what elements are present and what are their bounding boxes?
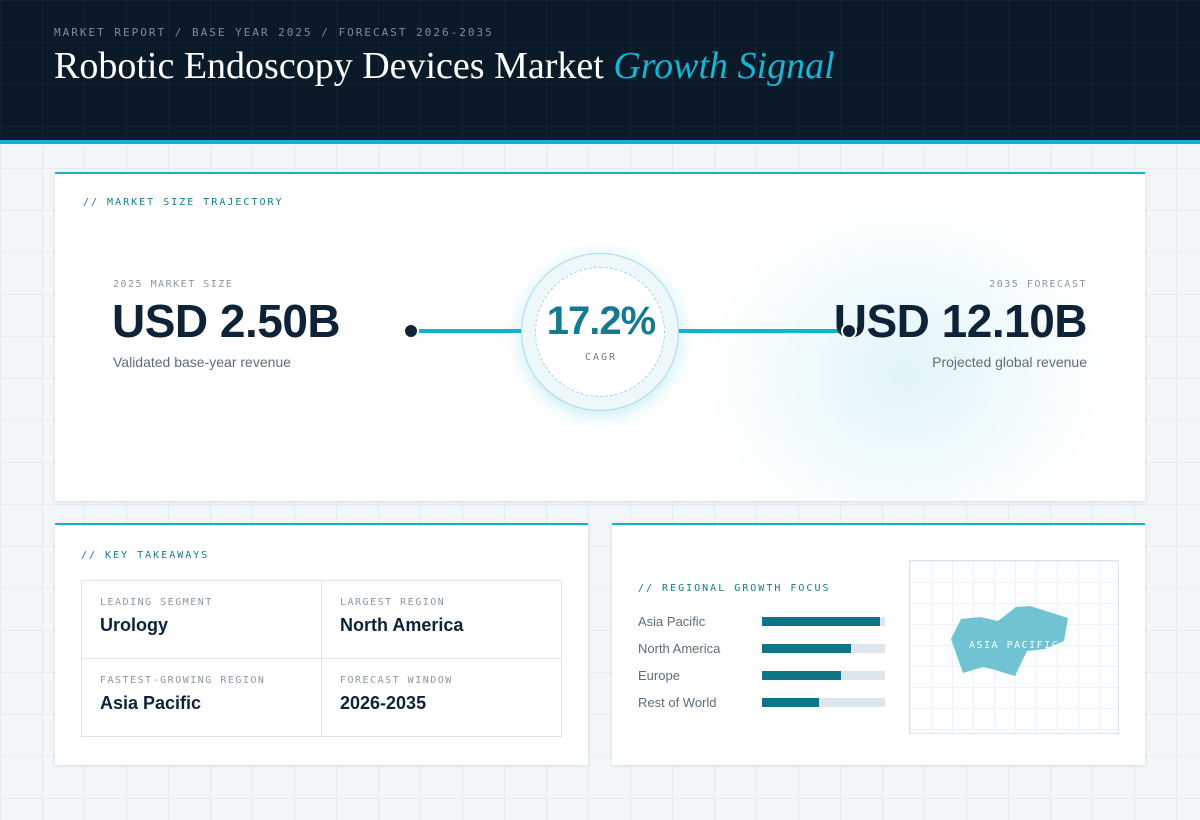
takeaway-label: LARGEST REGION bbox=[340, 597, 446, 608]
market-size-trajectory-card: // MARKET SIZE TRAJECTORY 2025 MARKET SI… bbox=[55, 172, 1145, 501]
trajectory-start-dot bbox=[403, 323, 419, 339]
takeaway-value: Urology bbox=[100, 615, 169, 635]
takeaway-label: LEADING SEGMENT bbox=[100, 597, 213, 608]
page-header: MARKET REPORT / BASE YEAR 2025 / FORECAS… bbox=[0, 0, 1200, 144]
trajectory-card-label: // MARKET SIZE TRAJECTORY bbox=[83, 197, 284, 208]
takeaway-value: Asia Pacific bbox=[100, 693, 202, 713]
region-name: Asia Pacific bbox=[638, 614, 706, 629]
region-bar-row: North America bbox=[638, 639, 888, 666]
region-bar-row: Rest of World bbox=[638, 693, 888, 720]
cagr-badge: 17.2% CAGR bbox=[521, 253, 679, 411]
key-takeaways-card: // KEY TAKEAWAYS LEADING SEGMENT Urology… bbox=[55, 523, 588, 765]
takeaway-fastest-growing-region: FASTEST-GROWING REGION Asia Pacific bbox=[82, 659, 322, 736]
cagr-value: 17.2% bbox=[546, 299, 656, 343]
takeaway-leading-segment: LEADING SEGMENT Urology bbox=[82, 581, 322, 659]
report-eyebrow: MARKET REPORT / BASE YEAR 2025 / FORECAS… bbox=[54, 26, 494, 39]
regional-bar-list: Asia Pacific North America Europe Rest o… bbox=[638, 612, 888, 720]
base-year-eyebrow: 2025 MARKET SIZE bbox=[113, 279, 234, 290]
region-bar-track bbox=[762, 617, 885, 626]
region-name: Europe bbox=[638, 668, 680, 683]
region-map: ASIA PACIFIC bbox=[909, 560, 1119, 734]
map-region-label: ASIA PACIFIC bbox=[969, 640, 1060, 651]
page-title-accent: Growth Signal bbox=[613, 45, 835, 87]
takeaway-value: North America bbox=[340, 615, 464, 635]
asia-pacific-shape bbox=[951, 606, 1068, 676]
region-name: North America bbox=[638, 641, 721, 656]
takeaway-value: 2026-2035 bbox=[340, 693, 427, 713]
region-bar-fill bbox=[762, 617, 881, 626]
base-year-caption: Validated base-year revenue bbox=[113, 354, 291, 370]
region-bar-fill bbox=[762, 671, 841, 680]
region-bar-row: Europe bbox=[638, 666, 888, 693]
region-bar-fill bbox=[762, 698, 819, 707]
region-bar-track bbox=[762, 644, 885, 653]
trajectory-end-dot bbox=[841, 323, 857, 339]
takeaway-forecast-window: FORECAST WINDOW 2026-2035 bbox=[322, 659, 561, 736]
region-bar-fill bbox=[762, 644, 851, 653]
forecast-value: USD 12.10B bbox=[833, 295, 1088, 347]
forecast-caption: Projected global revenue bbox=[932, 354, 1087, 370]
page-title: Robotic Endoscopy Devices Market Growth … bbox=[54, 44, 835, 88]
region-name: Rest of World bbox=[638, 695, 717, 710]
page-title-main: Robotic Endoscopy Devices Market bbox=[54, 45, 614, 87]
cagr-inner-circle: 17.2% CAGR bbox=[535, 267, 665, 397]
cagr-label: CAGR bbox=[584, 352, 618, 363]
takeaway-label: FORECAST WINDOW bbox=[340, 675, 453, 686]
regional-card-label: // REGIONAL GROWTH FOCUS bbox=[638, 583, 831, 594]
takeaways-card-label: // KEY TAKEAWAYS bbox=[81, 550, 210, 561]
region-bar-track bbox=[762, 671, 885, 680]
regional-growth-card: // REGIONAL GROWTH FOCUS Asia Pacific No… bbox=[612, 523, 1145, 765]
takeaway-largest-region: LARGEST REGION North America bbox=[322, 581, 561, 659]
region-bar-row: Asia Pacific bbox=[638, 612, 888, 639]
region-bar-track bbox=[762, 698, 885, 707]
background-glow bbox=[695, 194, 1115, 501]
forecast-eyebrow: 2035 FORECAST bbox=[989, 279, 1087, 290]
base-year-value: USD 2.50B bbox=[112, 295, 341, 347]
takeaway-label: FASTEST-GROWING REGION bbox=[100, 675, 266, 686]
takeaways-grid: LEADING SEGMENT Urology LARGEST REGION N… bbox=[81, 580, 562, 737]
